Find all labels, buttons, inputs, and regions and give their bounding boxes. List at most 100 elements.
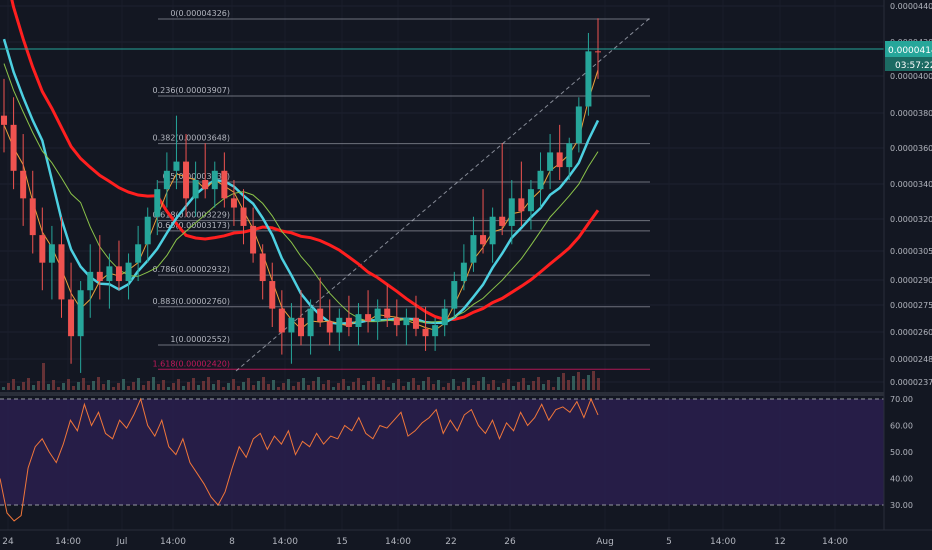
volume-bar [257,381,260,390]
volume-bar [32,385,35,390]
time-tick-label: 14:00 [272,537,298,547]
moving-average-line [3,63,599,324]
volume-bar [287,379,290,390]
fib-level-label: 0.65(0.00003173) [158,221,230,230]
volume-bar [142,385,145,390]
candle-body [58,244,65,300]
price-axis-background[interactable] [884,0,932,530]
volume-bar [297,382,300,390]
volume-bar [187,382,190,390]
rsi-axis: 70.00 60.00 50.00 40.00 30.00 [890,395,913,510]
volume-bar [557,377,560,390]
volume-bar [367,381,370,390]
rsi-band-fill [0,399,884,505]
volume-bar [162,380,165,390]
volume-bar [417,385,420,390]
volume-bar [377,384,380,390]
candle-body [393,317,400,326]
volume-bar [312,381,315,390]
volume-bar [492,380,495,390]
volume-bar [192,378,195,390]
candle-body [518,198,525,212]
candle-body [460,262,467,282]
candle-body [240,207,247,226]
price-axis: 0.000044000.000042000.000040000.00003800… [890,2,932,387]
volume-bar [232,379,235,390]
volume-bar [447,383,450,390]
time-tick-label: 26 [504,537,516,547]
volume-bars [2,363,600,390]
volume-bar [302,378,305,390]
volume-bar [422,381,425,390]
volume-bar [217,380,220,390]
volume-bar [137,378,140,390]
candle-body [135,244,142,263]
candle-body [259,253,266,282]
volume-bar [127,386,130,390]
volume-bar [392,383,395,390]
rsi-tick-label: 50.00 [890,448,913,457]
time-tick-label: 14:00 [710,537,736,547]
volume-bar [507,379,510,390]
candle-body [355,314,362,327]
volume-bar [292,386,295,390]
time-tick-label: 5 [666,537,672,547]
candle-body [374,308,381,322]
volume-bar [387,387,390,390]
moving-average-line [10,0,600,321]
volume-bar [442,387,445,390]
fib-level-label: 1(0.00002552) [170,335,230,344]
candle-body [278,308,285,333]
volume-bar [512,386,515,390]
volume-bar [382,380,385,390]
candle-body [173,161,180,171]
fib-level-label: 1.618(0.00002420) [153,359,231,368]
candle-body [451,281,458,309]
volume-bar [562,373,565,390]
time-tick-label: 8 [229,537,235,547]
volume-bar [12,379,15,390]
candle-body [489,216,496,245]
volume-bar [457,386,460,390]
volume-bar [412,378,415,390]
candle-body [547,152,554,171]
volume-bar [22,382,25,390]
fib-level-label: 0(0.00004326) [170,9,230,18]
fib-level-label: 0.883(0.00002760) [153,297,231,306]
candle-body [403,317,410,326]
volume-bar [122,379,125,390]
rsi-line [0,397,599,522]
candle-body [39,235,46,263]
volume-bar [277,387,280,390]
candle-body [87,271,94,291]
time-axis-background[interactable] [0,530,932,550]
volume-bar [397,379,400,390]
candle-body [48,244,55,263]
volume-bar [597,378,600,390]
candle-body [345,317,352,327]
volume-bar [267,384,270,390]
volume-bar [467,378,470,390]
candle-body [422,328,429,337]
volume-bar [242,382,245,390]
fib-level-label: 0.5(0.00003439) [163,172,230,181]
rsi-tick-label: 40.00 [890,475,913,484]
last-price-label: 0.00004148 [888,46,932,56]
candle-body [575,106,582,144]
volume-bar [152,377,155,390]
candle-body [250,225,257,254]
volume-bar [107,380,110,390]
candle-body [221,170,228,199]
candle-body [68,299,75,337]
volume-bar [72,386,75,390]
volume-bar [227,383,230,390]
volume-bar [52,380,55,390]
candle-body [556,152,563,168]
volume-bar [572,376,575,390]
volume-bar [337,383,340,390]
pane-separator[interactable] [0,392,884,396]
